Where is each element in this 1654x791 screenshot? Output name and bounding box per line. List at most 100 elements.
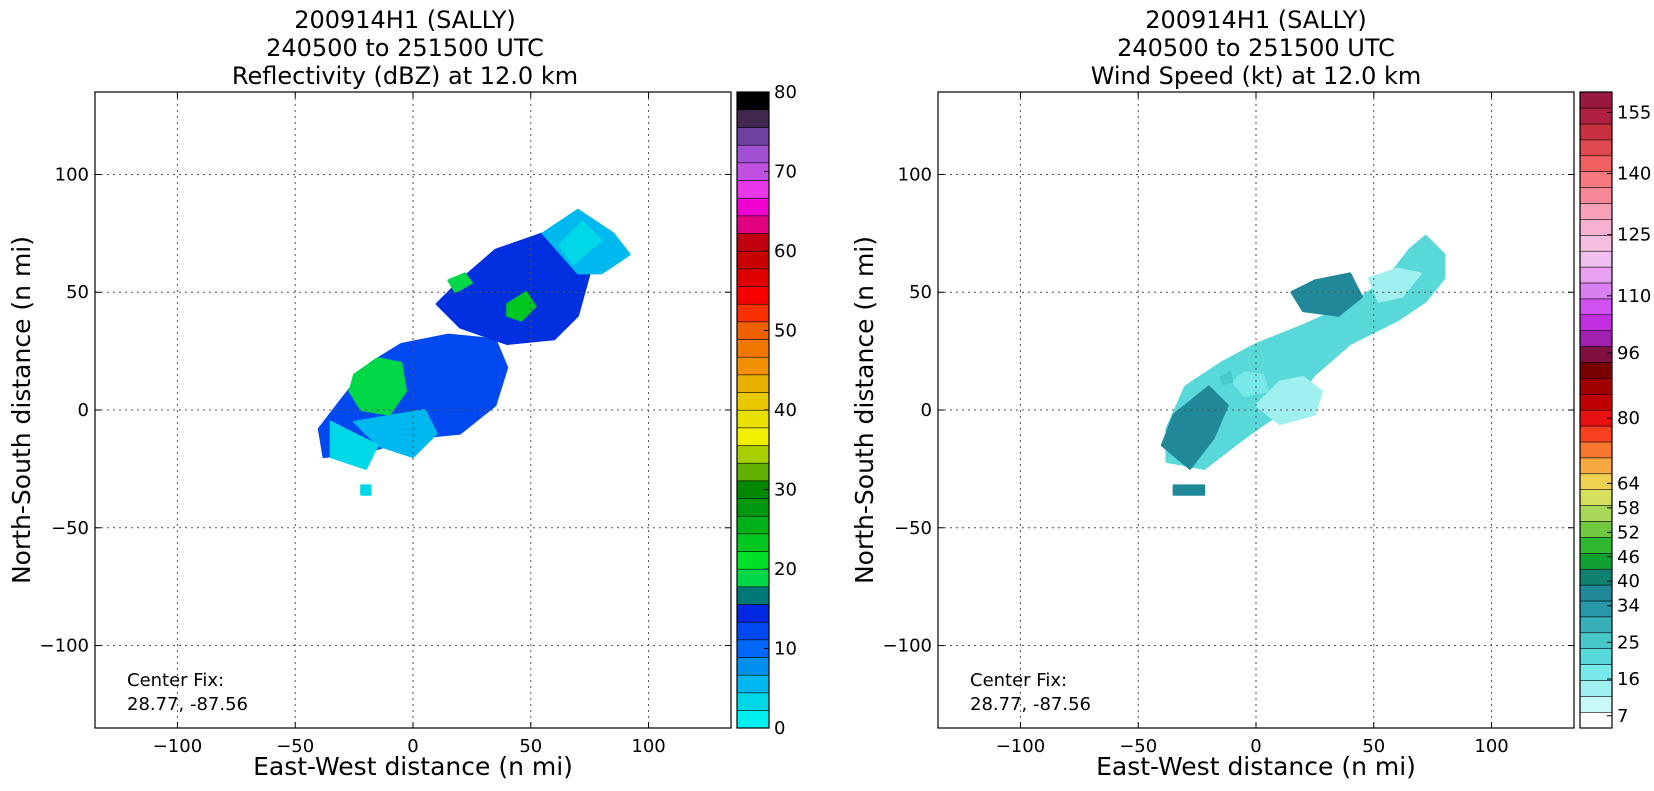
colorbar-cell bbox=[1579, 552, 1613, 570]
y-tick-label: −50 bbox=[51, 518, 89, 539]
colorbar-cell bbox=[1579, 155, 1613, 173]
colorbar-cell bbox=[1579, 218, 1613, 236]
colorbar-cell bbox=[1579, 266, 1613, 284]
colorbar-cell bbox=[1579, 282, 1613, 300]
colorbar-frame bbox=[1579, 91, 1613, 729]
colorbar-cell bbox=[1579, 711, 1613, 729]
x-tick-label: −50 bbox=[276, 736, 314, 757]
colorbar-cell bbox=[1579, 393, 1613, 411]
colorbar-cell bbox=[1579, 536, 1613, 554]
x-axis-label: East-West distance (n mi) bbox=[1096, 752, 1416, 781]
data-field bbox=[1160, 234, 1446, 496]
colorbar-cell bbox=[1579, 664, 1613, 681]
x-tick-label: −100 bbox=[153, 736, 202, 757]
colorbar-cell bbox=[736, 551, 770, 570]
y-tick-label: 0 bbox=[78, 400, 89, 421]
data-cell-region bbox=[1219, 371, 1234, 386]
data-cell-region bbox=[558, 220, 603, 265]
data-cell-region bbox=[329, 420, 379, 470]
colorbar-tick-label: 80 bbox=[774, 82, 797, 103]
colorbar-cell bbox=[1579, 568, 1613, 586]
colorbar-cell bbox=[736, 233, 770, 252]
y-tick-label: 0 bbox=[921, 400, 932, 421]
colorbar-cell bbox=[1579, 457, 1613, 475]
colorbar-tick-label: 40 bbox=[1617, 571, 1640, 592]
x-tick-label: −100 bbox=[996, 736, 1045, 757]
x-tick-label: 100 bbox=[631, 736, 665, 757]
colorbar-cell bbox=[736, 303, 770, 323]
colorbar-tick-label: 125 bbox=[1617, 225, 1651, 246]
colorbar-cell bbox=[736, 392, 770, 411]
colorbar-tick-label: 64 bbox=[1617, 473, 1640, 494]
colorbar-cell bbox=[1579, 441, 1613, 459]
colorbar-tick-label: 20 bbox=[774, 559, 797, 580]
y-tick-label: 100 bbox=[55, 164, 89, 185]
data-cell-region bbox=[348, 357, 407, 416]
center-fix-annotation: 28.77, -87.56 bbox=[970, 694, 1091, 715]
center-fix-annotation: Center Fix: bbox=[970, 670, 1067, 691]
colorbar-cell bbox=[736, 604, 770, 623]
colorbar-cell bbox=[1579, 473, 1613, 491]
y-axis-label: North-South distance (n mi) bbox=[7, 236, 36, 584]
data-cell-region bbox=[1290, 272, 1363, 317]
colorbar-cell bbox=[736, 409, 770, 429]
colorbar-cell bbox=[736, 339, 770, 358]
y-tick-label: 100 bbox=[898, 164, 932, 185]
center-fix-annotation: 28.77, -87.56 bbox=[127, 694, 248, 715]
chart-title-line: 240500 to 251500 UTC bbox=[266, 34, 544, 62]
colorbar-cell bbox=[1579, 648, 1613, 665]
colorbar-tick-label: 0 bbox=[774, 718, 785, 739]
chart-panel-2: 200914H1 (SALLY)240500 to 251500 UTCWind… bbox=[850, 6, 1651, 781]
y-tick-label: −100 bbox=[40, 636, 89, 657]
center-fix-annotation: Center Fix: bbox=[127, 670, 224, 691]
x-tick-label: 50 bbox=[519, 736, 542, 757]
x-axis-label: East-West distance (n mi) bbox=[253, 752, 573, 781]
colorbar-cell bbox=[1579, 139, 1613, 157]
data-cell-region bbox=[1172, 484, 1206, 496]
colorbar-cell bbox=[736, 180, 770, 199]
colorbar-tick-label: 80 bbox=[1617, 408, 1640, 429]
colorbar-tick-label: 40 bbox=[774, 400, 797, 421]
colorbar-tick-label: 25 bbox=[1617, 632, 1640, 653]
colorbar-cell bbox=[736, 286, 770, 305]
colorbar-cell bbox=[1579, 425, 1613, 443]
x-tick-label: 50 bbox=[1362, 736, 1385, 757]
colorbar-cell bbox=[1579, 250, 1613, 268]
y-tick-label: −100 bbox=[883, 636, 932, 657]
colorbar-cell bbox=[736, 109, 770, 128]
x-tick-label: 0 bbox=[1250, 736, 1261, 757]
colorbar-cell bbox=[736, 356, 770, 376]
colorbar-cell bbox=[736, 515, 770, 535]
colorbar-tick-label: 30 bbox=[774, 480, 797, 501]
colorbar-cell bbox=[1579, 584, 1613, 602]
colorbar-cell bbox=[1579, 123, 1613, 141]
colorbar-cell bbox=[736, 268, 770, 287]
data-cell-region bbox=[1160, 385, 1229, 470]
colorbar-cell bbox=[1579, 361, 1613, 379]
x-tick-label: 100 bbox=[1474, 736, 1508, 757]
colorbar-tick-label: 155 bbox=[1617, 102, 1651, 123]
chart-title-line: Reflectivity (dBZ) at 12.0 km bbox=[232, 62, 578, 90]
colorbar-cell bbox=[736, 197, 770, 217]
colorbar-cell bbox=[736, 533, 770, 552]
chart-panel-1: 200914H1 (SALLY)240500 to 251500 UTCRefl… bbox=[7, 6, 797, 781]
colorbar-cell bbox=[736, 215, 770, 234]
data-cell-region bbox=[1231, 371, 1269, 397]
colorbar-cell bbox=[736, 445, 770, 464]
chart-title-line: 240500 to 251500 UTC bbox=[1117, 34, 1395, 62]
x-tick-label: 0 bbox=[407, 736, 418, 757]
colorbar-cell bbox=[736, 692, 770, 711]
colorbar-cell bbox=[1579, 91, 1613, 109]
chart-title-line: 200914H1 (SALLY) bbox=[294, 6, 516, 34]
colorbar-tick-label: 60 bbox=[774, 241, 797, 262]
chart-title-line: 200914H1 (SALLY) bbox=[1145, 6, 1367, 34]
colorbar-cell bbox=[1579, 298, 1613, 316]
colorbar-cell bbox=[1579, 346, 1613, 363]
colorbar-tick-label: 52 bbox=[1617, 522, 1640, 543]
colorbar-cell bbox=[1579, 314, 1613, 332]
colorbar-cell bbox=[1579, 632, 1613, 649]
colorbar-tick-label: 16 bbox=[1617, 669, 1640, 690]
data-cell-region bbox=[1368, 267, 1422, 303]
y-axis-label: North-South distance (n mi) bbox=[850, 236, 879, 584]
